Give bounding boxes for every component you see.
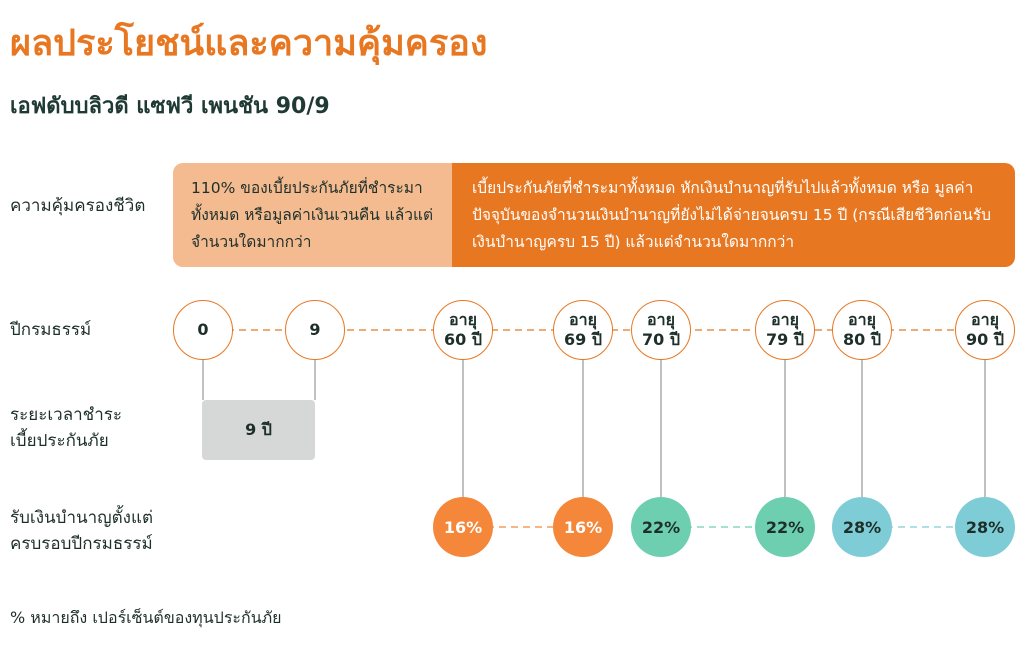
milestone-label: อายุ (971, 310, 999, 329)
milestone-circle: อายุ 69 ปี (553, 300, 613, 360)
coverage-box-payment-period: 110% ของเบี้ยประกันภัยที่ชำระมาทั้งหมด ห… (173, 163, 452, 267)
coverage-box-pension-period: เบี้ยประกันภัยที่ชำระมาทั้งหมด หักเงินบำ… (452, 163, 1015, 267)
milestone-label: อายุ (449, 310, 477, 329)
milestone-age: 79 ปี (766, 330, 804, 349)
row-label-policy-year: ปีกรมธรรม์ (10, 320, 92, 340)
milestone-circle: อายุ 80 ปี (832, 300, 892, 360)
milestone-label: อายุ (848, 310, 876, 329)
pension-rate-circle: 28% (832, 497, 892, 557)
label-line: ระยะเวลาชำระ (10, 405, 123, 425)
milestone-circle: 9 (285, 300, 345, 360)
milestone-label: อายุ (647, 310, 675, 329)
milestone-age: 69 ปี (564, 330, 602, 349)
pension-rate-circle: 16% (433, 497, 493, 557)
label-line: เบี้ยประกันภัย (10, 431, 109, 451)
milestone-circle: 0 (173, 300, 233, 360)
pension-rate-circle: 16% (553, 497, 613, 557)
footnote: % หมายถึง เปอร์เซ็นต์ของทุนประกันภัย (10, 608, 282, 627)
milestone-label: อายุ (569, 310, 597, 329)
milestone-label: 9 (309, 320, 321, 339)
milestone-circle: อายุ 70 ปี (631, 300, 691, 360)
row-label-pension: รับเงินบำนาญตั้งแต่ ครบรอบปีกรมธรรม์ (10, 505, 153, 557)
milestone-age: 80 ปี (843, 330, 881, 349)
milestone-label: 0 (197, 320, 209, 339)
pension-rate-circle: 22% (631, 497, 691, 557)
payment-period-box: 9 ปี (202, 400, 315, 460)
milestone-circle: อายุ 79 ปี (755, 300, 815, 360)
milestone-circle: อายุ 90 ปี (955, 300, 1015, 360)
milestone-age: 70 ปี (642, 330, 680, 349)
label-line: ครบรอบปีกรมธรรม์ (10, 534, 153, 554)
page-title: ผลประโยชน์และความคุ้มครอง (10, 23, 488, 64)
product-name: เอฟดับบลิวดี แซฟวี เพนชัน 90/9 (10, 94, 330, 119)
pension-rate-circle: 28% (955, 497, 1015, 557)
row-label-coverage: ความคุ้มครองชีวิต (10, 196, 146, 216)
pension-rate-circle: 22% (755, 497, 815, 557)
row-label-payment-period: ระยะเวลาชำระ เบี้ยประกันภัย (10, 402, 122, 454)
milestone-age: 60 ปี (444, 330, 482, 349)
milestone-label: อายุ (771, 310, 799, 329)
label-line: รับเงินบำนาญตั้งแต่ (10, 508, 153, 528)
milestone-circle: อายุ 60 ปี (433, 300, 493, 360)
milestone-age: 90 ปี (966, 330, 1004, 349)
